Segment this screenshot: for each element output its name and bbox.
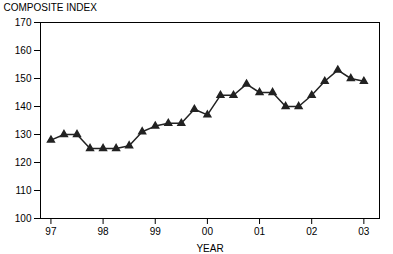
svg-text:170: 170 bbox=[15, 17, 32, 28]
svg-text:99: 99 bbox=[150, 226, 162, 237]
svg-text:00: 00 bbox=[202, 226, 214, 237]
svg-text:03: 03 bbox=[358, 226, 370, 237]
svg-text:98: 98 bbox=[98, 226, 110, 237]
svg-text:110: 110 bbox=[16, 185, 32, 196]
svg-text:150: 150 bbox=[15, 73, 32, 84]
svg-text:100: 100 bbox=[15, 213, 32, 224]
svg-text:140: 140 bbox=[15, 101, 32, 112]
svg-text:COMPOSITE INDEX: COMPOSITE INDEX bbox=[4, 2, 98, 13]
svg-text:120: 120 bbox=[15, 157, 32, 168]
svg-text:01: 01 bbox=[254, 226, 266, 237]
svg-text:97: 97 bbox=[45, 226, 57, 237]
svg-text:130: 130 bbox=[15, 129, 32, 140]
svg-text:02: 02 bbox=[306, 226, 318, 237]
svg-text:160: 160 bbox=[15, 45, 32, 56]
svg-text:YEAR: YEAR bbox=[196, 243, 223, 254]
